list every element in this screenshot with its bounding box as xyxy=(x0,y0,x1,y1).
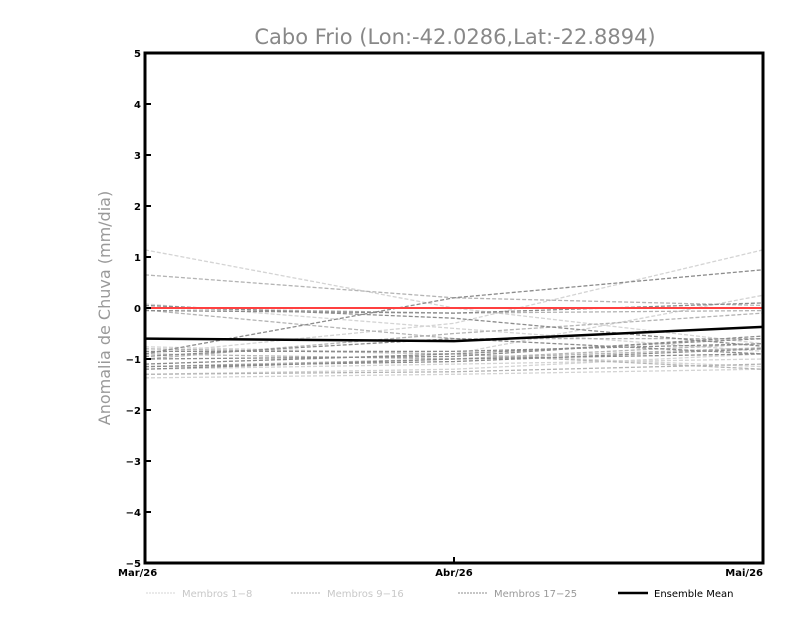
x-tick-label: Mai/26 xyxy=(725,568,763,579)
y-axis-label: Anomalia de Chuva (mm/dia) xyxy=(95,191,114,425)
member-line-2-2 xyxy=(145,343,764,353)
y-tick-label: 5 xyxy=(134,49,141,60)
y-tick-label: −2 xyxy=(126,406,141,417)
member-line-0-3 xyxy=(144,358,764,370)
ensemble-mean-line xyxy=(144,325,764,343)
y-tick-label: 2 xyxy=(134,202,141,213)
y-tick-label: −4 xyxy=(126,508,141,519)
chart-title: Cabo Frio (Lon:-42.0286,Lat:-22.8894) xyxy=(254,25,655,49)
member-line-0-7 xyxy=(144,249,764,355)
member-line-2-7 xyxy=(144,348,764,368)
y-tick-label: −5 xyxy=(126,559,141,570)
member-line-1-1 xyxy=(144,309,763,340)
member-line-2-0 xyxy=(144,269,764,355)
member-line-1-0 xyxy=(144,274,764,307)
member-line-0-0 xyxy=(144,249,764,345)
member-line-2-3 xyxy=(144,353,764,370)
member-line-0-1 xyxy=(144,303,764,352)
y-tick-label: −3 xyxy=(126,457,141,468)
y-tick-label: 3 xyxy=(134,151,141,162)
member-line-2-8 xyxy=(144,337,764,358)
y-tick-label: 0 xyxy=(134,304,141,315)
y-tick-label: −1 xyxy=(126,355,141,366)
member-line-2-5 xyxy=(144,335,764,360)
legend-label: Membros 17−25 xyxy=(494,589,577,600)
legend-label: Membros 1−8 xyxy=(182,589,252,600)
member-line-2-4 xyxy=(144,302,764,314)
member-line-2-6 xyxy=(144,304,764,347)
member-line-0-6 xyxy=(144,353,764,375)
member-line-2-1 xyxy=(144,337,764,365)
legend-label: Membros 9−16 xyxy=(327,589,404,600)
y-tick-label: 4 xyxy=(134,100,141,111)
member-line-1-5 xyxy=(144,363,764,375)
legend-label: Ensemble Mean xyxy=(654,589,733,600)
y-tick-label: 1 xyxy=(134,253,141,264)
x-tick-label: Mar/26 xyxy=(118,568,157,579)
x-tick-label: Abr/26 xyxy=(435,568,472,579)
member-line-0-4 xyxy=(144,368,764,379)
